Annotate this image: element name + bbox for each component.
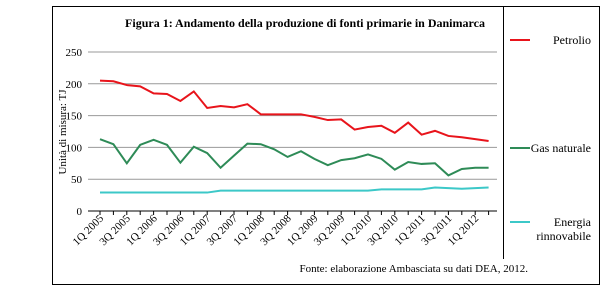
y-tick-label: 0 <box>77 206 83 218</box>
legend-label: Petrolio <box>553 33 591 47</box>
y-axis-label: Unità di misura: TJ <box>57 89 69 175</box>
line-series <box>100 186 489 194</box>
y-tick-label: 200 <box>66 79 83 91</box>
legend-label: Energia rinnovabile <box>536 215 591 243</box>
source-note: Fonte: elaborazione Ambasciata su dati D… <box>300 263 529 275</box>
y-tick-label: 50 <box>71 174 83 186</box>
y-tick-label: 250 <box>66 47 83 59</box>
y-tick-label: 100 <box>66 142 83 154</box>
y-tick-label: 150 <box>66 111 83 123</box>
line-series <box>99 79 489 143</box>
chart-title: Figura 1: Andamento della produzione di … <box>125 16 485 30</box>
line-series <box>99 138 489 177</box>
frame <box>52 6 600 285</box>
legend-label: Gas naturale <box>530 141 591 155</box>
